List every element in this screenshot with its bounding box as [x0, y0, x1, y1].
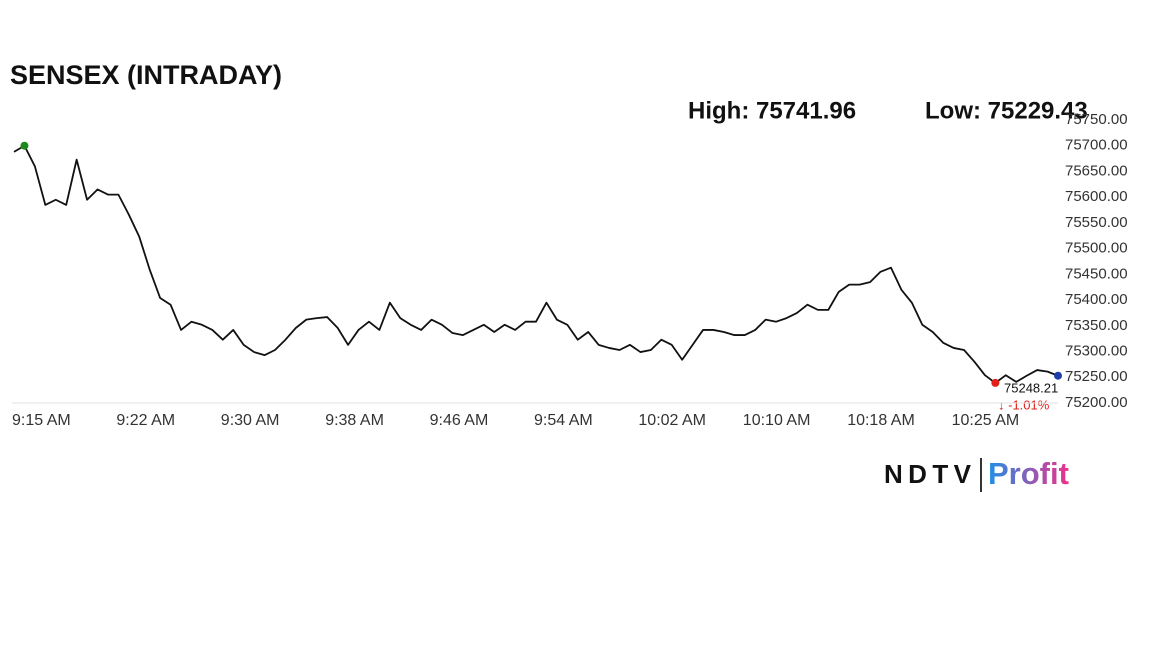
x-tick-label: 9:30 AM [221, 412, 280, 429]
y-tick-label: 75200.00 [1065, 394, 1128, 411]
y-tick-label: 75700.00 [1065, 137, 1128, 154]
y-tick-label: 75400.00 [1065, 291, 1128, 308]
x-tick-label: 10:18 AM [847, 412, 915, 429]
chart-title: SENSEX (INTRADAY) [10, 60, 282, 90]
high-marker [20, 141, 29, 150]
logo-ndtv: NDTV [884, 459, 972, 489]
x-tick-label: 9:54 AM [534, 412, 593, 429]
price-line [13, 144, 1059, 384]
x-tick-label: 10:10 AM [743, 412, 811, 429]
x-tick-label: 10:25 AM [952, 412, 1020, 429]
last-value-label: 75248.21 [1004, 380, 1058, 395]
x-tick-label: 9:38 AM [325, 412, 384, 429]
high-label: High: 75741.96 [688, 97, 856, 124]
y-tick-label: 75600.00 [1065, 188, 1128, 205]
y-tick-label: 75350.00 [1065, 317, 1128, 334]
y-tick-label: 75500.00 [1065, 240, 1128, 257]
low-label: Low: 75229.43 [925, 97, 1088, 124]
x-tick-label: 9:22 AM [116, 412, 175, 429]
change-label: ↓ -1.01% [998, 397, 1050, 412]
low-marker [991, 378, 1000, 387]
y-tick-label: 75300.00 [1065, 343, 1128, 360]
y-tick-label: 75650.00 [1065, 162, 1128, 179]
last-marker [1054, 371, 1062, 380]
logo-profit: Profit [988, 456, 1069, 491]
y-tick-label: 75450.00 [1065, 265, 1128, 282]
y-tick-label: 75250.00 [1065, 368, 1128, 385]
x-tick-label: 9:46 AM [430, 412, 489, 429]
x-tick-label: 10:02 AM [638, 412, 706, 429]
y-tick-label: 75550.00 [1065, 214, 1128, 231]
x-tick-label: 9:15 AM [12, 412, 71, 429]
y-tick-label: 75750.00 [1065, 111, 1128, 128]
